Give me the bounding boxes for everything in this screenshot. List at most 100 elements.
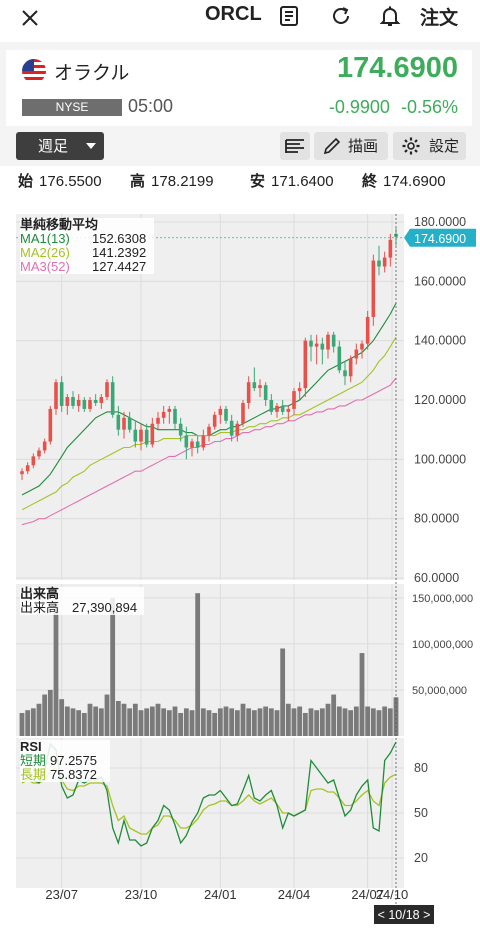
candle — [269, 394, 274, 415]
volume-bar — [268, 708, 274, 736]
candle — [88, 397, 92, 412]
volume-bar — [382, 706, 388, 736]
volume-bar — [348, 710, 354, 736]
top-bar: ORCL 注文 — [0, 0, 480, 42]
candle-body — [382, 257, 387, 267]
candle-body — [65, 397, 70, 406]
rsi-short-label: 短期 — [20, 753, 47, 768]
volume-bar — [263, 706, 269, 736]
candle-body — [82, 400, 87, 409]
candle — [212, 411, 217, 430]
open-value: 176.5500 — [39, 173, 102, 190]
chevron-down-icon — [86, 143, 96, 149]
volume-bar — [166, 710, 172, 736]
candle-body — [252, 382, 257, 389]
volume-bar — [200, 708, 206, 736]
x-tick-label: 23/07 — [45, 887, 78, 902]
y-tick-label: 180.0000 — [414, 215, 466, 229]
indicator-list-button[interactable] — [280, 132, 310, 160]
volume-bar — [365, 706, 371, 736]
volume-bar — [172, 706, 178, 736]
period-label: 週足 — [38, 137, 69, 155]
candle — [184, 426, 189, 460]
date-tag-label[interactable]: < 10/18 > — [378, 908, 431, 922]
volume-bar — [302, 712, 308, 736]
pencil-icon — [323, 137, 341, 155]
order-button[interactable]: 注文 — [420, 7, 459, 29]
candle — [173, 405, 177, 430]
volume-bar — [110, 597, 116, 736]
volume-bar — [149, 706, 155, 736]
volume-bar — [319, 708, 325, 736]
close-icon[interactable] — [18, 6, 42, 30]
candle-body — [190, 441, 194, 448]
candle — [246, 376, 251, 409]
candle — [377, 245, 381, 276]
candle-body — [178, 423, 183, 436]
volume-tick-label: 50,000,000 — [412, 685, 467, 697]
candle — [303, 337, 308, 398]
candle-body — [377, 260, 381, 267]
candle-body — [184, 435, 189, 448]
ma2-row: MA2(26) 141.2392 — [20, 246, 154, 260]
candle — [275, 402, 279, 418]
candle-body — [360, 343, 364, 350]
candle — [116, 405, 121, 436]
candle — [31, 453, 36, 469]
candle — [229, 414, 234, 442]
volume-tick-label: 100,000,000 — [412, 639, 473, 651]
candle-body — [218, 408, 223, 415]
candle — [207, 423, 211, 442]
candle — [382, 251, 387, 273]
candle-body — [246, 382, 251, 403]
volume-bar — [64, 706, 70, 736]
candle — [139, 423, 143, 451]
x-tick-label: 24/04 — [278, 887, 311, 902]
draw-button[interactable]: 描画 — [314, 132, 388, 160]
candle-body — [156, 417, 160, 424]
candle-body — [99, 397, 104, 403]
settings-button[interactable]: 設定 — [393, 132, 466, 160]
candle-body — [286, 408, 291, 412]
candle — [133, 420, 138, 448]
candle-body — [161, 411, 166, 418]
settings-label: 設定 — [429, 137, 460, 155]
volume-bar — [212, 712, 218, 736]
rsi-title: RSI — [20, 739, 42, 754]
volume-bar — [25, 710, 31, 736]
last-price-tag-label: 174.6900 — [414, 232, 466, 246]
candle-body — [201, 435, 206, 448]
volume-bar — [127, 708, 133, 736]
rsi-line — [21, 767, 397, 835]
candle — [82, 397, 87, 412]
high-label: 高 — [130, 173, 146, 190]
candle-body — [320, 343, 325, 350]
last-price: 174.6900 — [337, 52, 458, 84]
document-icon[interactable] — [277, 4, 301, 28]
rsi-legend: RSI 短期 97.2575 長期 75.8372 — [20, 740, 110, 782]
rsi-short-row: 短期 97.2575 — [20, 754, 110, 768]
volume-title: 出来高 — [20, 586, 60, 601]
volume-bar — [359, 653, 365, 736]
candle — [365, 311, 370, 350]
ma2-label: MA2(26) — [20, 245, 70, 260]
candle-body — [173, 408, 177, 424]
candle — [71, 391, 75, 409]
refresh-icon[interactable] — [329, 4, 353, 28]
period-select[interactable]: 週足 — [16, 132, 104, 160]
candle-body — [365, 316, 370, 344]
bell-icon[interactable] — [378, 4, 402, 28]
date-tag-bg — [374, 905, 434, 924]
price-change: -0.9900 -0.56% — [329, 97, 458, 118]
volume-bar — [325, 703, 331, 736]
volume-bar — [223, 706, 229, 736]
list-icon — [285, 139, 304, 153]
candle — [326, 331, 330, 359]
candle — [320, 337, 325, 365]
volume-bar — [42, 694, 48, 736]
volume-bar — [70, 708, 76, 736]
candle-body — [20, 471, 24, 475]
volume-tick-label: 150,000,000 — [412, 593, 473, 605]
volume-bar — [387, 708, 393, 736]
